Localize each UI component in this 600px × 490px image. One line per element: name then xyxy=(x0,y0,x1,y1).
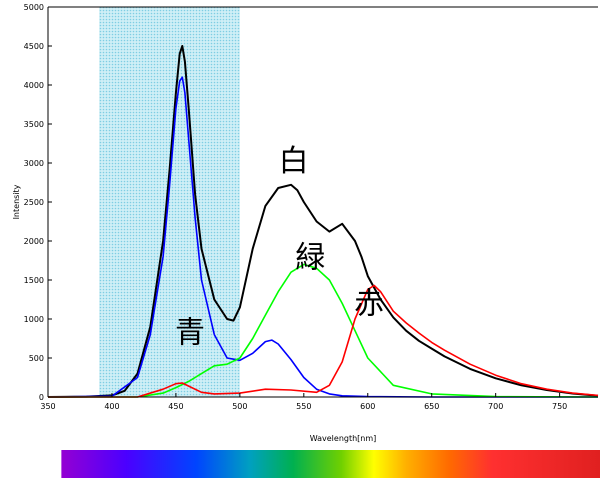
y-tick-label: 2000 xyxy=(24,237,44,246)
y-tick-label: 3000 xyxy=(24,159,44,168)
series-label-1: 緑 xyxy=(295,241,325,276)
x-tick-label: 350 xyxy=(40,402,55,411)
y-tick-label: 4000 xyxy=(24,81,44,90)
x-tick-label: 750 xyxy=(552,402,567,411)
y-tick-label: 0 xyxy=(39,393,44,402)
series-label-2: 赤 xyxy=(354,287,384,322)
y-tick-label: 3500 xyxy=(24,120,44,129)
x-tick-label: 500 xyxy=(232,402,247,411)
x-tick-label: 600 xyxy=(360,402,375,411)
y-tick-label: 1500 xyxy=(24,276,44,285)
x-tick-label: 550 xyxy=(296,402,311,411)
series-line-0 xyxy=(47,45,599,398)
series-label-3: 青 xyxy=(175,315,205,350)
y-tick-label: 4500 xyxy=(24,42,44,51)
y-tick-label: 5000 xyxy=(24,3,44,12)
highlight-band xyxy=(99,7,240,397)
x-tick-label: 450 xyxy=(168,402,183,411)
spectrum-color-bar xyxy=(61,450,600,478)
x-tick-label: 700 xyxy=(488,402,503,411)
series-line-3 xyxy=(48,284,599,398)
y-tick-label: 2500 xyxy=(24,198,44,207)
x-tick-label: 400 xyxy=(104,402,119,411)
x-tick-label: 650 xyxy=(424,402,439,411)
y-tick-label: 500 xyxy=(29,354,44,363)
series-label-0: 白 xyxy=(279,144,309,179)
x-axis-title: Wavelength[nm] xyxy=(310,434,377,443)
y-tick-label: 1000 xyxy=(24,315,44,324)
y-axis-title: Intensity xyxy=(12,184,21,219)
series-line-1 xyxy=(47,76,598,398)
